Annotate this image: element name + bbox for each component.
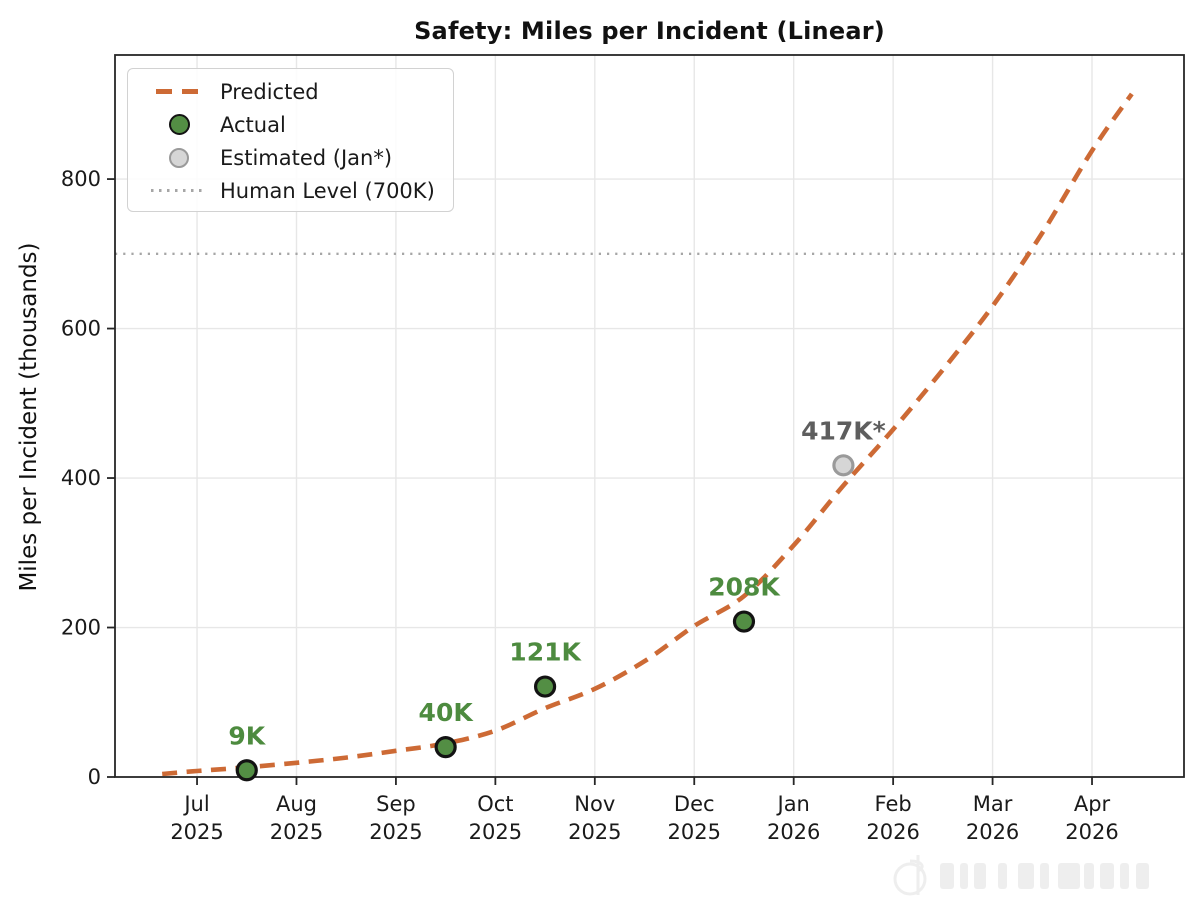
actual-point-9k bbox=[235, 759, 258, 782]
estimated-points: 417K* bbox=[801, 416, 886, 477]
legend-label-predicted: Predicted bbox=[220, 79, 319, 104]
legend-label-actual: Actual bbox=[220, 112, 286, 137]
actual-point-208k bbox=[732, 610, 756, 633]
point-label-9k: 9K bbox=[228, 721, 266, 750]
actual-point-121k bbox=[533, 675, 557, 698]
legend-item-predicted: Predicted bbox=[138, 75, 453, 108]
chart-title: Safety: Miles per Incident (Linear) bbox=[414, 17, 885, 45]
legend: Predicted Actual Estimated (Jan*) Human … bbox=[127, 68, 454, 212]
x-tick-label: Mar 2026 bbox=[966, 792, 1019, 844]
y-tick-labels: 0 200 400 600 800 bbox=[61, 167, 101, 789]
x-tick-label: Sep 2025 bbox=[369, 792, 422, 844]
legend-label-human-level: Human Level (700K) bbox=[220, 178, 435, 203]
x-tick-label: Jan 2026 bbox=[767, 792, 820, 844]
y-tick-label: 400 bbox=[61, 466, 101, 490]
legend-item-actual: Actual bbox=[138, 108, 453, 141]
actual-point-40k bbox=[434, 736, 457, 759]
x-tick-label: Oct 2025 bbox=[469, 792, 522, 844]
point-label-208k: 208K bbox=[708, 573, 781, 602]
axes-ticks bbox=[107, 178, 1093, 785]
x-tick-label: Feb 2026 bbox=[866, 792, 919, 844]
x-tick-label: Dec 2025 bbox=[668, 792, 721, 844]
x-tick-label: Apr 2026 bbox=[1065, 792, 1118, 844]
x-tick-labels: Jul 2025 Aug 2025 Sep 2025 Oct 2025 Nov 2025 Dec 20… bbox=[170, 792, 1118, 844]
point-label-417k: 417K* bbox=[801, 416, 886, 445]
x-tick-label: Jul 2025 bbox=[170, 792, 223, 844]
point-label-121k: 121K bbox=[509, 638, 582, 667]
estimated-circle-swatch-icon bbox=[138, 147, 220, 168]
actual-points: 9K 40K 121K 208K bbox=[228, 573, 781, 782]
y-tick-label: 600 bbox=[61, 317, 101, 341]
y-tick-label: 0 bbox=[88, 765, 101, 789]
human-level-dotted-swatch-icon bbox=[138, 189, 220, 192]
x-tick-label: Nov 2025 bbox=[568, 792, 621, 844]
actual-circle-swatch-icon bbox=[138, 114, 220, 135]
legend-label-estimated: Estimated (Jan*) bbox=[220, 145, 393, 170]
legend-item-human-level: Human Level (700K) bbox=[138, 174, 453, 207]
watermark bbox=[888, 851, 1178, 902]
x-tick-label: Aug 2025 bbox=[270, 792, 323, 844]
predicted-dash-swatch-icon bbox=[138, 89, 220, 94]
y-tick-label: 200 bbox=[61, 616, 101, 640]
predicted-curve bbox=[162, 92, 1134, 777]
estimated-point-417k bbox=[832, 454, 855, 477]
y-tick-label: 800 bbox=[61, 167, 101, 191]
point-label-40k: 40K bbox=[419, 698, 475, 727]
legend-item-estimated: Estimated (Jan*) bbox=[138, 141, 453, 174]
plot-border bbox=[114, 54, 1185, 778]
